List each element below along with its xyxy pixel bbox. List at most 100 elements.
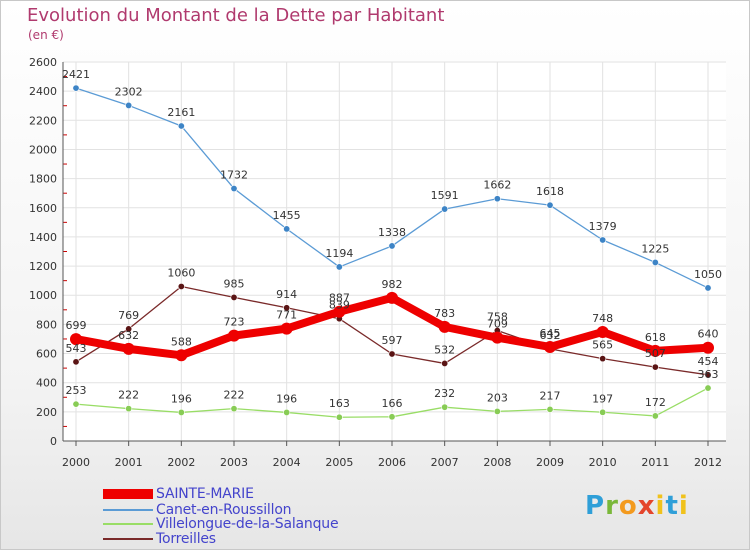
data-point xyxy=(596,325,609,338)
y-tick-label: 2600 xyxy=(29,56,57,69)
data-point xyxy=(333,305,346,318)
data-label: 163 xyxy=(329,397,350,410)
data-point xyxy=(438,320,451,333)
data-label: 699 xyxy=(66,319,87,332)
data-point xyxy=(230,185,238,193)
data-point xyxy=(546,405,554,413)
data-point xyxy=(651,258,659,266)
plot-area xyxy=(63,62,726,441)
data-point xyxy=(177,408,185,416)
data-point xyxy=(493,195,501,203)
data-point xyxy=(441,403,449,411)
data-label: 232 xyxy=(434,387,455,400)
data-point xyxy=(599,236,607,244)
x-tick-label: 2010 xyxy=(589,456,617,469)
data-point xyxy=(546,201,554,209)
legend-item-villelongue: Villelongue-de-la-Salanque xyxy=(103,516,339,532)
chart-subtitle: (en €) xyxy=(28,28,64,42)
y-tick-label: 1800 xyxy=(29,173,57,186)
data-label: 217 xyxy=(540,389,561,402)
data-label: 632 xyxy=(118,329,139,342)
data-label: 758 xyxy=(487,311,508,324)
data-label: 645 xyxy=(540,327,561,340)
data-label: 1732 xyxy=(220,169,248,182)
data-label: 588 xyxy=(171,335,192,348)
data-point xyxy=(544,340,556,353)
x-tick-label: 2006 xyxy=(378,456,406,469)
data-label: 2421 xyxy=(62,68,90,81)
data-point xyxy=(599,355,607,363)
data-label: 363 xyxy=(698,368,719,381)
proxiti-logo: Proxiti xyxy=(585,491,689,521)
data-label: 507 xyxy=(645,347,666,360)
data-label: 1194 xyxy=(325,247,353,260)
data-label: 783 xyxy=(434,307,455,320)
data-label: 597 xyxy=(382,334,403,347)
data-label: 166 xyxy=(382,397,403,410)
x-tick-label: 2009 xyxy=(536,456,564,469)
data-label: 543 xyxy=(66,342,87,355)
data-label: 632 xyxy=(540,329,561,342)
y-tick-label: 0 xyxy=(50,435,57,448)
data-label: 203 xyxy=(487,391,508,404)
data-point xyxy=(125,405,133,413)
data-point xyxy=(177,282,185,290)
x-tick-label: 2000 xyxy=(62,456,90,469)
data-label: 196 xyxy=(171,392,192,405)
data-label: 982 xyxy=(382,278,403,291)
legend-swatch xyxy=(103,489,153,499)
data-point xyxy=(388,413,396,421)
data-point xyxy=(441,205,449,213)
data-point xyxy=(122,342,135,355)
y-tick-label: 1400 xyxy=(29,231,57,244)
data-label: 914 xyxy=(276,288,297,301)
data-label: 565 xyxy=(592,339,613,352)
y-tick-label: 1600 xyxy=(29,202,57,215)
data-label: 222 xyxy=(224,389,245,402)
data-point xyxy=(386,291,398,304)
data-label: 172 xyxy=(645,396,666,409)
y-tick-label: 1200 xyxy=(29,260,57,273)
data-label: 2161 xyxy=(167,106,195,119)
legend-item-canet: Canet-en-Roussillon xyxy=(103,502,292,518)
legend-label: Villelongue-de-la-Salanque xyxy=(156,516,339,532)
data-label: 771 xyxy=(276,309,297,322)
data-label: 769 xyxy=(118,309,139,322)
x-tick-label: 2003 xyxy=(220,456,248,469)
data-label: 454 xyxy=(698,355,719,368)
data-label: 1591 xyxy=(431,189,459,202)
data-point xyxy=(704,284,712,292)
data-label: 1618 xyxy=(536,185,564,198)
x-tick-label: 2007 xyxy=(431,456,459,469)
legend-swatch xyxy=(103,509,153,511)
chart-title: Evolution du Montant de la Dette par Hab… xyxy=(27,5,445,26)
data-label: 839 xyxy=(329,299,350,312)
legend-item-torreilles: Torreilles xyxy=(103,531,216,547)
data-label: 723 xyxy=(224,316,245,329)
data-label: 1225 xyxy=(641,242,669,255)
data-point xyxy=(280,322,293,335)
data-label: 985 xyxy=(224,277,245,290)
y-tick-label: 600 xyxy=(36,348,57,361)
data-point xyxy=(441,359,449,367)
x-tick-label: 2002 xyxy=(167,456,195,469)
data-label: 748 xyxy=(592,312,613,325)
data-point xyxy=(72,400,80,408)
y-tick-label: 800 xyxy=(36,318,57,331)
data-point xyxy=(704,371,712,379)
data-point xyxy=(493,407,501,415)
data-point xyxy=(388,242,396,250)
data-point xyxy=(283,225,291,233)
data-point xyxy=(702,341,714,354)
data-point xyxy=(175,349,188,362)
data-label: 2302 xyxy=(115,85,143,98)
data-point xyxy=(335,263,343,271)
y-tick-label: 2000 xyxy=(29,143,57,156)
data-label: 196 xyxy=(276,392,297,405)
data-point xyxy=(491,331,504,344)
data-point xyxy=(70,333,82,346)
x-tick-label: 2012 xyxy=(694,456,722,469)
data-label: 640 xyxy=(698,328,719,341)
data-point xyxy=(283,408,291,416)
data-label: 887 xyxy=(329,292,350,305)
